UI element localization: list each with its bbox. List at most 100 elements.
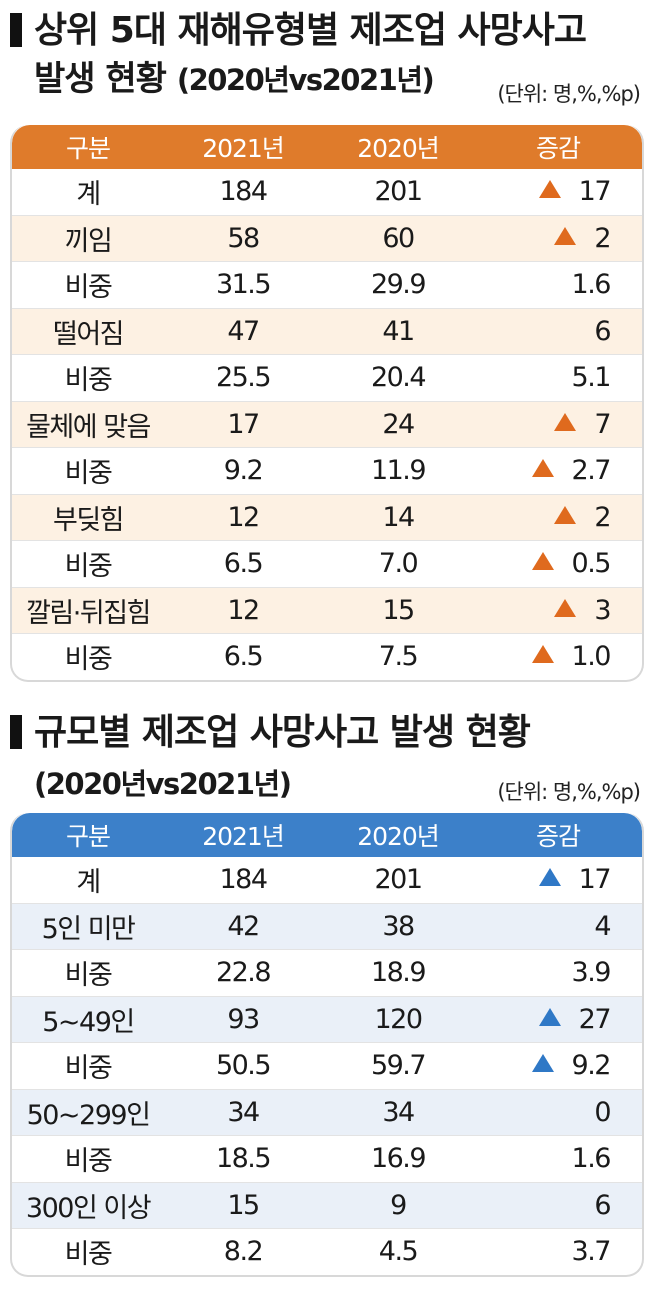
row-value-2020: 120 <box>374 1003 423 1035</box>
row-change-value: 4 <box>594 910 611 942</box>
row-value-2021: 58 <box>227 222 260 254</box>
table-row: 비중 31.5 29.9 1.6 <box>12 262 642 309</box>
row-value-2021: 6.5 <box>223 548 264 580</box>
row-category: 50~299인 <box>26 1099 151 1131</box>
row-change: 4 <box>474 911 642 942</box>
row-change: 2 <box>474 223 642 254</box>
table-row: 끼임 58 60 2 <box>12 215 642 262</box>
row-change-value: 17 <box>578 864 612 896</box>
row-category: 비중 <box>64 458 113 490</box>
row-value-2020: 9 <box>390 1189 407 1221</box>
row-change-value: 2 <box>594 501 611 533</box>
row-category: 비중 <box>64 1239 113 1271</box>
row-value-2021: 22.8 <box>215 957 272 989</box>
row-change: 1.6 <box>474 269 642 300</box>
triangle-up-icon <box>538 180 561 199</box>
row-change: 3 <box>474 595 642 626</box>
table-row: 떨어짐 47 41 6 <box>12 308 642 355</box>
row-change: 0.5 <box>474 548 642 579</box>
row-change: 7 <box>474 409 642 440</box>
row-category: 5인 미만 <box>41 913 136 945</box>
header-change: 증감 <box>535 134 581 163</box>
triangle-up-icon <box>531 645 554 664</box>
unit-note: (단위: 명,%,%p) <box>497 780 641 804</box>
header-category: 구분 <box>65 822 111 851</box>
row-change-value: 1.6 <box>571 269 612 301</box>
row-value-2020: 201 <box>374 864 423 896</box>
row-category: 비중 <box>64 365 113 397</box>
table-row: 비중 25.5 20.4 5.1 <box>12 355 642 402</box>
table-row: 300인 이상 15 9 6 <box>12 1182 642 1229</box>
row-value-2021: 6.5 <box>223 641 264 673</box>
row-value-2020: 59.7 <box>370 1050 427 1082</box>
header-2021: 2021년 <box>202 134 285 163</box>
row-value-2021: 50.5 <box>215 1050 272 1082</box>
row-change: 6 <box>474 316 642 347</box>
row-value-2020: 60 <box>382 222 415 254</box>
table-row: 비중 50.5 59.7 9.2 <box>12 1043 642 1090</box>
row-value-2021: 184 <box>219 864 268 896</box>
row-value-2020: 18.9 <box>370 957 427 989</box>
row-value-2020: 7.5 <box>378 641 419 673</box>
row-change: 17 <box>474 864 642 895</box>
table-row: 비중 8.2 4.5 3.7 <box>12 1229 642 1275</box>
row-value-2021: 184 <box>219 176 268 208</box>
row-category: 비중 <box>64 644 113 676</box>
table-header: 구분 2021년 2020년 증감 <box>12 125 642 169</box>
subtitle-period: (2020년vs2021년) <box>34 767 292 801</box>
company-size-section: 규모별 제조업 사망사고 발생 현황 (2020년vs2021년) (단위: 명… <box>0 700 650 1299</box>
row-change: 6 <box>474 1190 642 1221</box>
unit-note: (단위: 명,%,%p) <box>497 82 641 106</box>
section-title-text: 상위 5대 재해유형별 제조업 사망사고 <box>34 10 587 51</box>
row-change: 9.2 <box>474 1050 642 1081</box>
row-value-2020: 11.9 <box>370 455 427 487</box>
header-2020: 2020년 <box>357 134 440 163</box>
row-category: 깔림·뒤집힘 <box>26 597 151 629</box>
row-change-value: 7 <box>594 408 611 440</box>
section-subtitle: 발생 현황 (2020년vs2021년) <box>34 58 435 101</box>
table-body: 계 184 201 17 끼임 58 60 2 비중 31.5 29.9 1.6 떨어짐 47 41 6 비중 2… <box>12 169 642 680</box>
row-category: 물체에 맞음 <box>26 411 151 443</box>
row-value-2020: 201 <box>374 176 423 208</box>
row-value-2020: 14 <box>382 501 415 533</box>
header-2021: 2021년 <box>202 822 285 851</box>
row-value-2021: 47 <box>227 315 260 347</box>
row-category: 비중 <box>64 1053 113 1085</box>
row-change-value: 3.9 <box>571 957 612 989</box>
row-value-2020: 4.5 <box>378 1236 419 1268</box>
row-category: 비중 <box>64 551 113 583</box>
triangle-up-icon <box>554 226 577 245</box>
header-2020: 2020년 <box>357 822 440 851</box>
section-title: 상위 5대 재해유형별 제조업 사망사고 <box>10 8 642 54</box>
triangle-up-icon <box>538 868 561 887</box>
table-row: 비중 6.5 7.5 1.0 <box>12 634 642 680</box>
row-change-value: 5.1 <box>571 362 612 394</box>
subtitle-period: (2020년vs2021년) <box>176 63 435 97</box>
table-row: 계 184 201 17 <box>12 169 642 216</box>
row-category: 계 <box>76 179 101 211</box>
row-category: 비중 <box>64 1146 113 1178</box>
company-size-table: 구분 2021년 2020년 증감 계 184 201 17 5인 미만 42 38 4 비중 2… <box>10 813 644 1277</box>
triangle-up-icon <box>554 505 577 524</box>
table-header: 구분 2021년 2020년 증감 <box>12 813 642 857</box>
row-value-2020: 16.9 <box>370 1143 427 1175</box>
table-row: 깔림·뒤집힘 12 15 3 <box>12 587 642 634</box>
table-row: 비중 22.8 18.9 3.9 <box>12 950 642 997</box>
row-value-2021: 34 <box>227 1096 260 1128</box>
row-change-value: 27 <box>578 1003 612 1035</box>
row-value-2021: 93 <box>227 1003 260 1035</box>
title-bar-marker <box>10 715 22 749</box>
row-value-2020: 29.9 <box>370 269 427 301</box>
triangle-up-icon <box>531 459 554 478</box>
row-change-value: 2 <box>594 222 611 254</box>
section-subtitle: (2020년vs2021년) <box>34 762 292 805</box>
row-change-value: 6 <box>594 315 611 347</box>
row-value-2020: 41 <box>382 315 415 347</box>
triangle-up-icon <box>531 552 554 571</box>
accident-type-table: 구분 2021년 2020년 증감 계 184 201 17 끼임 58 60 2 비중 31.5… <box>10 125 644 682</box>
row-change: 3.7 <box>474 1236 642 1267</box>
section-title: 규모별 제조업 사망사고 발생 현황 <box>10 710 642 756</box>
triangle-up-icon <box>531 1054 554 1073</box>
table-row: 5인 미만 42 38 4 <box>12 903 642 950</box>
triangle-up-icon <box>554 412 577 431</box>
